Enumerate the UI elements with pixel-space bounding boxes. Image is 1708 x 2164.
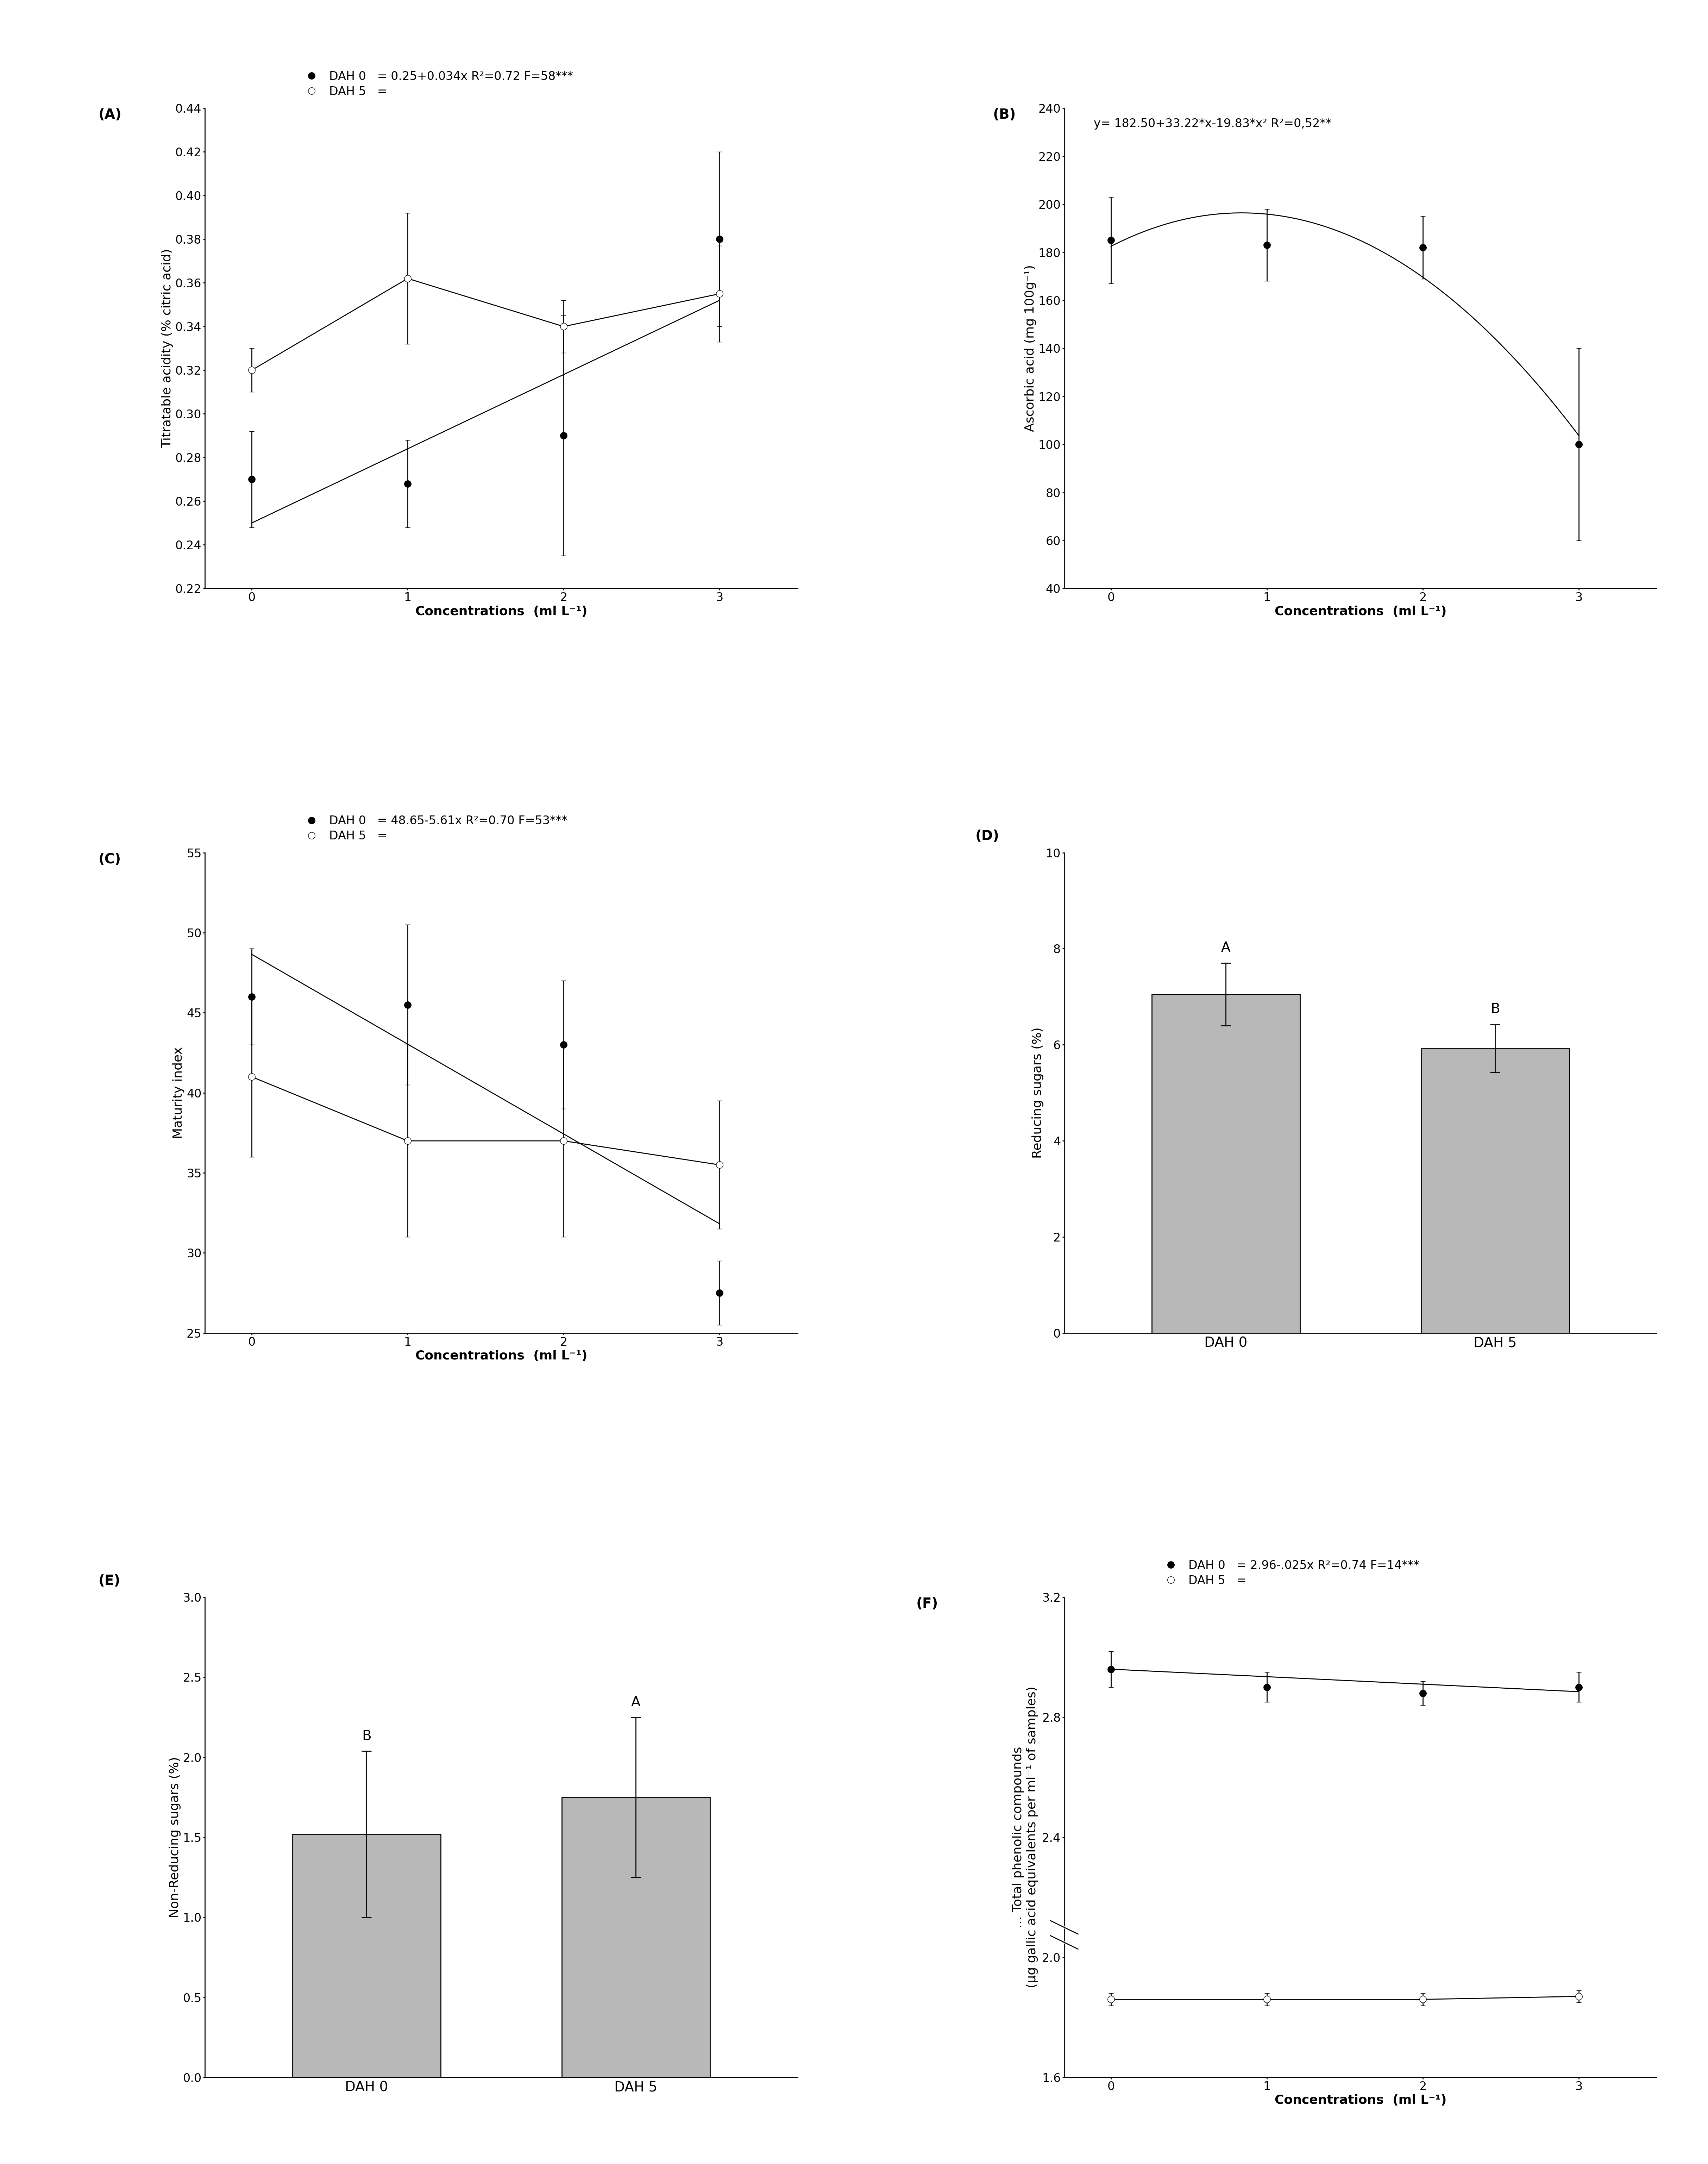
Legend: DAH 0   = 0.25+0.034x R²=0.72 F=58***, DAH 5   = : DAH 0 = 0.25+0.034x R²=0.72 F=58***, DAH… bbox=[299, 71, 572, 97]
Text: (F): (F) bbox=[915, 1597, 938, 1610]
Legend: DAH 0   = 2.96-.025x R²=0.74 F=14***, DAH 5   = : DAH 0 = 2.96-.025x R²=0.74 F=14***, DAH … bbox=[1160, 1560, 1419, 1586]
Y-axis label: Titratable acidity (% citric acid): Titratable acidity (% citric acid) bbox=[161, 249, 173, 448]
Text: (D): (D) bbox=[975, 829, 999, 844]
Text: (A): (A) bbox=[99, 108, 121, 121]
X-axis label: Concentrations  (ml L⁻¹): Concentrations (ml L⁻¹) bbox=[1274, 606, 1447, 617]
Text: (B): (B) bbox=[992, 108, 1016, 121]
Text: (C): (C) bbox=[99, 853, 121, 866]
X-axis label: Concentrations  (ml L⁻¹): Concentrations (ml L⁻¹) bbox=[1274, 2095, 1447, 2106]
Bar bbox=[562, 1798, 711, 2077]
Text: B: B bbox=[1491, 1002, 1500, 1015]
Y-axis label: Maturity index: Maturity index bbox=[173, 1047, 184, 1138]
X-axis label: Concentrations  (ml L⁻¹): Concentrations (ml L⁻¹) bbox=[415, 606, 588, 617]
Y-axis label: Reducing sugars (%): Reducing sugars (%) bbox=[1032, 1028, 1044, 1158]
Text: A: A bbox=[632, 1697, 640, 1710]
X-axis label: Concentrations  (ml L⁻¹): Concentrations (ml L⁻¹) bbox=[415, 1350, 588, 1361]
Bar bbox=[292, 1835, 441, 2077]
Text: y= 182.50+33.22*x-19.83*x² R²=0,52**: y= 182.50+33.22*x-19.83*x² R²=0,52** bbox=[1093, 117, 1332, 130]
Text: (E): (E) bbox=[99, 1573, 120, 1588]
Bar bbox=[1151, 995, 1300, 1333]
Legend: DAH 0   = 48.65-5.61x R²=0.70 F=53***, DAH 5   = : DAH 0 = 48.65-5.61x R²=0.70 F=53***, DAH… bbox=[299, 816, 567, 842]
Text: A: A bbox=[1221, 941, 1230, 954]
Text: B: B bbox=[362, 1729, 371, 1742]
Y-axis label: Non-Reducing sugars (%): Non-Reducing sugars (%) bbox=[169, 1757, 181, 1917]
Bar bbox=[1421, 1050, 1570, 1333]
Y-axis label: ... Total phenolic compounds
(μg gallic acid equivalents per ml⁻¹ of samples): ... Total phenolic compounds (μg gallic … bbox=[1013, 1686, 1038, 1989]
Y-axis label: Ascorbic acid (mg 100g⁻¹): Ascorbic acid (mg 100g⁻¹) bbox=[1025, 264, 1037, 433]
